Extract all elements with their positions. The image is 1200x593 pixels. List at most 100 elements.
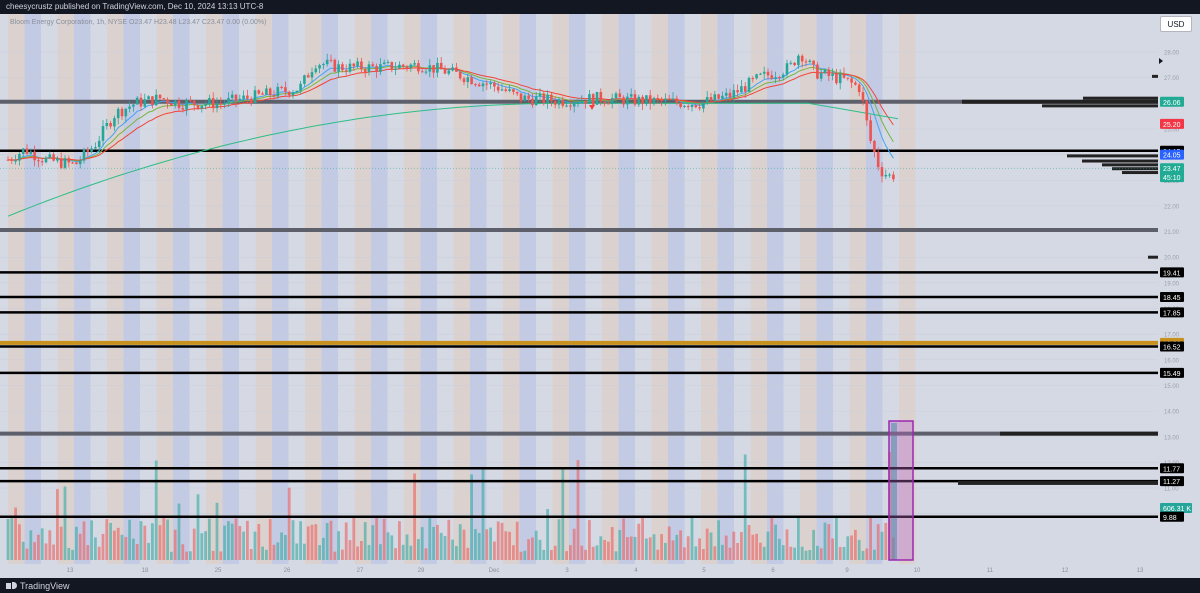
candle-body [519, 93, 523, 102]
candle-body [360, 61, 363, 70]
volume-bar [109, 522, 112, 560]
volume-bar [208, 518, 211, 560]
volume-bar [656, 549, 660, 560]
candle-body [732, 90, 736, 98]
candle-body [607, 103, 610, 105]
volume-bar [584, 549, 587, 560]
volume-profile-bar [1102, 163, 1158, 167]
candle-body [515, 91, 519, 94]
candle-body [90, 148, 93, 152]
price-label-tag [1160, 511, 1184, 522]
y-tick-label: 11.00 [1164, 487, 1179, 493]
candle-body [424, 71, 428, 73]
volume-bar [325, 522, 329, 560]
volume-profile-bar [1112, 167, 1158, 171]
candle-body [774, 77, 777, 79]
candle-body [534, 96, 538, 106]
volume-profile [958, 74, 1158, 485]
candle-body [10, 159, 14, 161]
candle-body [219, 103, 223, 105]
volume-bar [622, 518, 625, 560]
volume-bar [166, 519, 169, 560]
volume-bar [846, 536, 850, 560]
volume-bar [443, 536, 447, 560]
volume-bar [876, 524, 880, 560]
volume-bar [705, 528, 709, 560]
volume-bar [238, 526, 242, 560]
volume-bar [367, 544, 371, 560]
volume-bar [337, 531, 340, 560]
volume-bar [310, 524, 314, 560]
candle-body [637, 96, 641, 105]
candle-body [234, 94, 238, 101]
volume-bar [808, 549, 812, 560]
candle-body [162, 98, 166, 100]
candle-body [865, 100, 869, 121]
volume-bar [736, 543, 739, 560]
x-tick-label: 25 [215, 568, 222, 574]
volume-bar [147, 542, 150, 560]
volume-bar [261, 546, 264, 560]
candle-body [14, 160, 17, 162]
price-label: 11.27 [1163, 479, 1180, 486]
volume-bar [599, 536, 603, 560]
volume-bar [143, 525, 147, 560]
candle-body [793, 62, 796, 66]
volume-bar [702, 549, 705, 560]
volume-bar [29, 530, 33, 560]
ema-slow-line [7, 102, 899, 217]
volume-bar [246, 520, 249, 560]
play-icon[interactable] [1159, 58, 1163, 64]
candle-body [82, 149, 86, 161]
candle-body [797, 55, 800, 66]
price-chart[interactable]: 28.0027.0026.0025.0024.0023.0022.0021.00… [0, 14, 1200, 578]
candle-body [861, 92, 865, 101]
volume-bar [344, 522, 348, 560]
price-label-tag [1160, 172, 1184, 183]
candle-body [128, 106, 131, 109]
currency-button[interactable]: USD [1160, 16, 1192, 32]
candle-body [850, 78, 853, 83]
candle-body [154, 94, 158, 106]
volume-bar [751, 534, 755, 560]
candle-body [67, 158, 71, 163]
candle-body [151, 96, 154, 106]
volume-bar [318, 545, 321, 560]
volume-bar [835, 517, 838, 560]
volume-bar [341, 549, 344, 560]
volume-bar [287, 487, 291, 560]
volume-bar [728, 547, 732, 560]
volume-bar [420, 527, 424, 560]
volume-bar [94, 537, 97, 560]
volume-bar [713, 546, 717, 560]
candle-body [831, 73, 834, 76]
volume-bar [249, 549, 253, 560]
volume-bar [546, 509, 549, 560]
volume-bar [500, 522, 504, 560]
volume-bar [356, 546, 359, 560]
volume-bar [215, 502, 219, 560]
candle-body [702, 102, 705, 109]
price-label: 45:10 [1163, 175, 1181, 182]
candle-body [470, 77, 473, 85]
volume-bar [37, 534, 40, 560]
time-axis: 13 18 25 26 27 29 Dec 3 4 5 6 9 10 11 12 13 [0, 564, 1200, 578]
candle-body [63, 158, 67, 168]
volume-bar [493, 541, 496, 560]
volume-bar [18, 524, 21, 560]
candle-body [78, 160, 82, 165]
volume-bar [466, 547, 470, 560]
candle-body [496, 86, 500, 91]
volume-bar [553, 545, 557, 560]
x-tick-label: 13 [67, 568, 74, 574]
candle-body [603, 101, 606, 104]
candle-body [610, 98, 614, 104]
volume-bar [766, 531, 770, 560]
volume-bar [303, 543, 306, 560]
volume-bar [432, 526, 435, 560]
candle-body [873, 140, 876, 152]
candle-body [265, 88, 268, 95]
candle-body [462, 78, 466, 83]
volume-bar [572, 528, 576, 560]
candle-body [432, 65, 435, 73]
